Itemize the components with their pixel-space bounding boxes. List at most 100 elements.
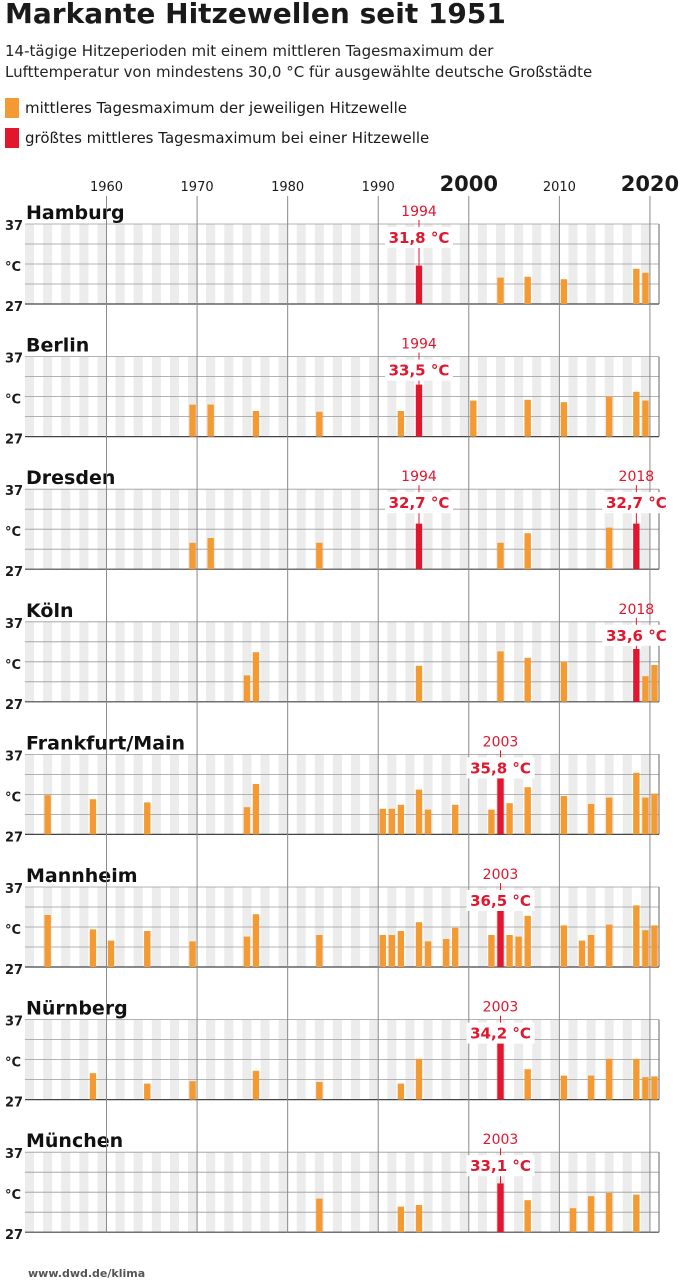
max-year-label-mannheim-2003: 2003 (483, 867, 519, 883)
y-label-köln-0: 37 (5, 617, 23, 632)
city-name-köln: Köln (26, 600, 73, 622)
bar-dresden-2006 (524, 533, 531, 570)
bar-köln-2019 (642, 676, 649, 702)
bar-mannheim-2002 (488, 935, 495, 967)
max-value-label-hamburg-1994: 31,8 °C (389, 229, 450, 247)
bar-frankfurt-main-2020 (651, 793, 658, 835)
value-label-bg-frankfurt-main-2003 (466, 757, 535, 779)
city-name-berlin: Berlin (26, 335, 89, 357)
bar-nürnberg-1976 (252, 1070, 260, 1100)
bar-berlin-2006 (524, 399, 531, 437)
bar-nürnberg-2013 (587, 1075, 595, 1100)
bar-berlin-2019 (642, 400, 649, 437)
y-label-köln-1: °C (5, 658, 21, 673)
legend-swatch-max (5, 128, 19, 148)
bar-mannheim-1960 (107, 940, 115, 967)
y-label-berlin-2: 27 (5, 433, 23, 448)
bar-mannheim-2018 (633, 905, 640, 967)
y-label-berlin-1: °C (5, 393, 21, 408)
y-label-nürnberg-2: 27 (5, 1096, 23, 1111)
decade-label-1960: 1960 (90, 180, 123, 195)
max-value-label-berlin-1994: 33,5 °C (389, 362, 450, 380)
max-value-label-frankfurt-main-2003: 35,8 °C (470, 759, 531, 777)
bar-köln-2006 (524, 657, 531, 702)
bar-mannheim-1969 (189, 941, 196, 967)
bar-frankfurt-main-1995 (424, 809, 432, 835)
bar-hamburg-2010 (560, 279, 568, 304)
y-label-münchen-0: 37 (5, 1147, 23, 1162)
bar-münchen-2018 (633, 1194, 640, 1233)
bar-nürnberg-2010 (560, 1075, 568, 1100)
y-label-frankfurt-main-2: 27 (5, 830, 23, 845)
bar-dresden-1971 (207, 538, 214, 570)
y-label-mannheim-1: °C (5, 923, 21, 938)
decade-label-1980: 1980 (271, 180, 304, 195)
max-year-label-dresden-2018: 2018 (619, 469, 655, 485)
y-label-hamburg-2: 27 (5, 300, 23, 315)
bar-münchen-2013 (587, 1196, 595, 1233)
city-name-frankfurt-main: Frankfurt/Main (26, 732, 185, 754)
bar-frankfurt-main-1998 (452, 804, 459, 835)
y-label-mannheim-0: 37 (5, 882, 23, 897)
bar-mannheim-1992 (397, 931, 405, 967)
value-label-bg-münchen-2003 (466, 1155, 535, 1177)
bar-nürnberg-2006 (524, 1069, 531, 1100)
bar-mannheim-2020 (651, 925, 658, 967)
bar-nürnberg-2019 (642, 1077, 649, 1100)
bar-köln-2003 (497, 651, 504, 702)
bar-münchen-2011 (569, 1208, 577, 1233)
bar-mannheim-1983 (316, 935, 323, 967)
bar-mannheim-1958 (89, 929, 97, 967)
bar-frankfurt-main-1975 (243, 807, 251, 835)
y-label-köln-2: 27 (5, 698, 23, 713)
subtitle-line-2: Lufttemperatur von mindestens 30,0 °C fü… (5, 63, 593, 81)
bar-münchen-1992 (397, 1206, 405, 1233)
bar-münchen-2003 (497, 1183, 504, 1233)
bar-nürnberg-1964 (144, 1083, 151, 1100)
bar-mannheim-1998 (452, 927, 459, 967)
bar-nürnberg-1969 (189, 1081, 196, 1100)
city-name-mannheim: Mannheim (26, 865, 138, 887)
bar-frankfurt-main-2010 (560, 796, 568, 835)
bar-frankfurt-main-1953 (44, 795, 51, 835)
decade-label-2000: 2000 (440, 172, 498, 196)
bar-köln-1994 (415, 665, 423, 702)
bar-köln-2020 (651, 665, 658, 702)
bar-mannheim-1991 (388, 935, 396, 967)
bar-köln-1975 (243, 675, 251, 702)
bar-frankfurt-main-1976 (252, 784, 260, 835)
bar-mannheim-1994 (415, 922, 423, 967)
bar-berlin-1994 (415, 384, 423, 437)
bar-nürnberg-1958 (89, 1073, 97, 1100)
bar-frankfurt-main-2002 (488, 809, 495, 835)
max-value-label-münchen-2003: 33,1 °C (470, 1157, 531, 1175)
city-name-münchen: München (26, 1130, 123, 1152)
decade-label-1970: 1970 (181, 180, 214, 195)
bar-mannheim-2005 (515, 936, 522, 967)
bar-mannheim-2012 (578, 940, 586, 967)
bar-berlin-1976 (252, 411, 260, 437)
bar-münchen-1983 (316, 1198, 323, 1233)
max-value-label-nürnberg-2003: 34,2 °C (470, 1025, 531, 1043)
y-label-dresden-0: 37 (5, 484, 23, 499)
bar-hamburg-2018 (633, 268, 640, 304)
legend-label-normal: mittleres Tagesmaximum der jeweiligen Hi… (25, 99, 407, 117)
bar-berlin-1992 (397, 411, 405, 437)
y-label-berlin-0: 37 (5, 352, 23, 367)
bar-köln-2010 (560, 661, 568, 702)
max-value-label-köln-2018: 33,6 °C (606, 627, 667, 645)
legend-label-max: größtes mittleres Tagesmaximum bei einer… (25, 129, 430, 147)
y-label-mannheim-2: 27 (5, 963, 23, 978)
max-year-label-frankfurt-main-2003: 2003 (483, 734, 519, 750)
bar-münchen-1994 (415, 1205, 423, 1233)
y-label-nürnberg-0: 37 (5, 1015, 23, 1030)
y-label-hamburg-0: 37 (5, 219, 23, 234)
bar-berlin-2018 (633, 391, 640, 437)
bar-berlin-1971 (207, 404, 214, 437)
bar-mannheim-2019 (642, 930, 649, 967)
bar-hamburg-1994 (415, 265, 423, 304)
y-label-münchen-1: °C (5, 1188, 21, 1203)
subtitle-line-1: 14-tägige Hitzeperioden mit einem mittle… (5, 42, 494, 60)
bar-dresden-1969 (189, 542, 196, 570)
